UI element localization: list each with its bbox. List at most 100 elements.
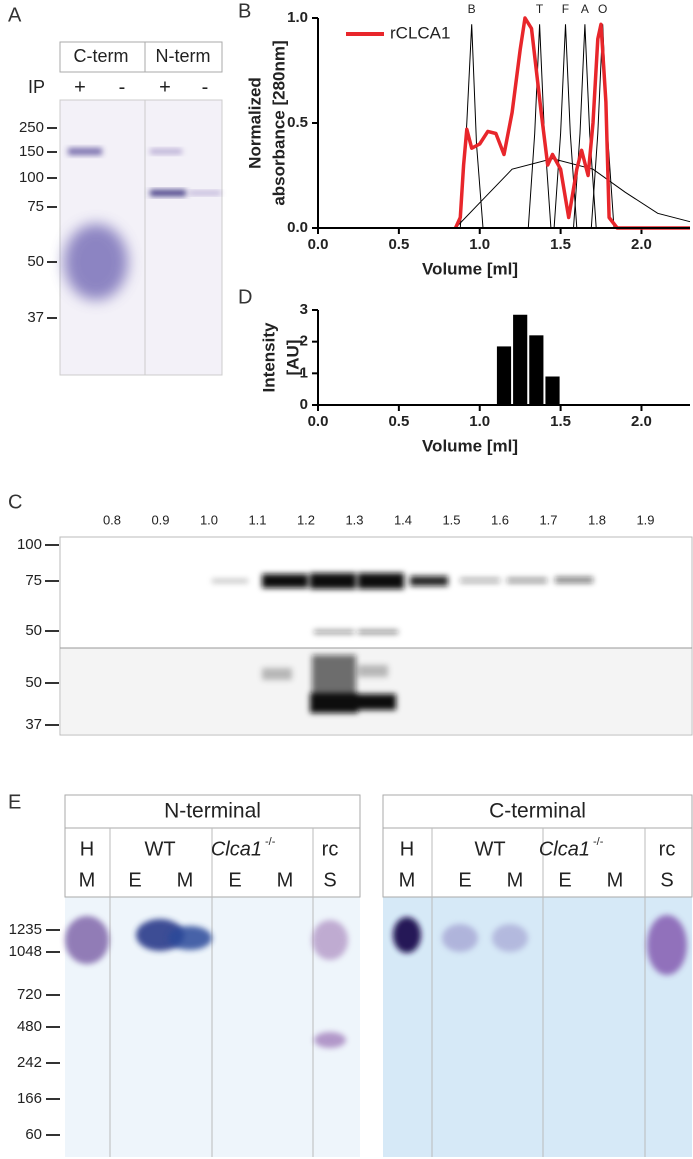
smear [312, 920, 348, 960]
blot-title: C-terminal [489, 800, 586, 823]
header-frame [59, 41, 223, 73]
band [358, 573, 404, 589]
y-axis-label: absorbance [280nm] [269, 40, 288, 205]
band [358, 630, 398, 634]
standard-line [527, 24, 552, 229]
panel-a: A C-term N-term IP + - + - 250 150 100 7… [8, 4, 223, 376]
marker: 37 [27, 309, 44, 326]
lane-label: 0.9 [151, 512, 169, 527]
lane-label: 0.8 [103, 512, 121, 527]
peak-label: B [468, 2, 476, 16]
group-label: WT [144, 838, 175, 860]
lane-label: M [399, 869, 416, 891]
marker-ticks [46, 929, 60, 1136]
x-tick-label: 1.0 [469, 413, 490, 430]
bar [513, 314, 528, 405]
smear [314, 1032, 346, 1048]
y-tick-label: 0 [300, 396, 308, 413]
group-label: rc [322, 838, 339, 860]
smear [393, 917, 421, 953]
group-label: H [400, 838, 414, 860]
standard-line [459, 24, 484, 229]
marker: 242 [17, 1054, 42, 1071]
lane-label: M [177, 869, 194, 891]
group-label: WT [474, 838, 505, 860]
smear [312, 655, 356, 695]
y-tick-label: 1 [300, 364, 308, 381]
marker: 1235 [9, 921, 42, 938]
x-tick-label: 0.5 [388, 413, 409, 430]
y-tick-label: 3 [300, 301, 308, 318]
lane-label: E [558, 869, 571, 891]
marker: 60 [25, 1126, 42, 1143]
group-label: Clca1 [539, 838, 590, 860]
lane-label: M [507, 869, 524, 891]
legend-label: rCLCA1 [390, 23, 450, 42]
y-axis-label: Normalized [245, 77, 264, 169]
marker: 250 [19, 119, 44, 136]
marker: 75 [25, 572, 42, 589]
bar [545, 376, 560, 405]
bar [529, 335, 544, 405]
sign: + [159, 76, 171, 98]
band [358, 694, 396, 710]
sign: - [119, 76, 126, 98]
lane-label: 1.3 [345, 512, 363, 527]
band [262, 574, 308, 588]
group-label: rc [659, 838, 676, 860]
x-tick-label: 1.0 [469, 236, 490, 253]
marker: 150 [19, 143, 44, 160]
bar [496, 346, 512, 405]
panel-label: B [238, 0, 251, 22]
gel [383, 897, 692, 1157]
peak-label: F [562, 2, 569, 16]
lane-label: 1.8 [588, 512, 606, 527]
y-tick-label: 0.0 [287, 219, 308, 236]
y-tick-label: 1.0 [287, 9, 308, 26]
smear [65, 916, 109, 964]
panel-label: E [8, 791, 21, 813]
band [310, 693, 358, 713]
smear [442, 924, 478, 952]
band [150, 190, 186, 196]
marker: 100 [17, 536, 42, 553]
lane-label: 1.4 [394, 512, 412, 527]
marker: 166 [17, 1090, 42, 1107]
lane-label: M [607, 869, 624, 891]
band [410, 576, 448, 586]
x-tick-label: 1.5 [550, 236, 571, 253]
y-tick-label: 0.5 [287, 114, 308, 131]
header: C-term [74, 46, 129, 66]
lane-label: 1.1 [248, 512, 266, 527]
series-line [453, 16, 690, 230]
ip-label: IP [28, 77, 45, 97]
marker: 100 [19, 169, 44, 186]
group-label: H [80, 838, 94, 860]
lane-label: M [277, 869, 294, 891]
y-tick-label: 2 [300, 333, 308, 350]
lane-label: 1.5 [442, 512, 460, 527]
sign: - [202, 76, 209, 98]
lane-label: 1.6 [491, 512, 509, 527]
lane-label: 1.7 [539, 512, 557, 527]
band [68, 148, 102, 155]
x-tick-label: 1.5 [550, 413, 571, 430]
panel-label: A [8, 4, 22, 26]
group-label: Clca1 [211, 838, 262, 860]
panel-label: D [238, 286, 252, 308]
smear [647, 915, 687, 975]
smear [492, 924, 528, 952]
smear [64, 224, 128, 300]
band [507, 578, 547, 583]
marker: 480 [17, 1018, 42, 1035]
band [310, 573, 356, 589]
x-tick-label: 0.0 [308, 236, 329, 253]
lane-label: S [323, 869, 336, 891]
y-axis-label: [AU] [283, 340, 302, 376]
x-axis-label: Volume [ml] [422, 436, 518, 455]
superscript: -/- [265, 836, 276, 848]
superscript: -/- [593, 836, 604, 848]
lane-label: 1.9 [636, 512, 654, 527]
